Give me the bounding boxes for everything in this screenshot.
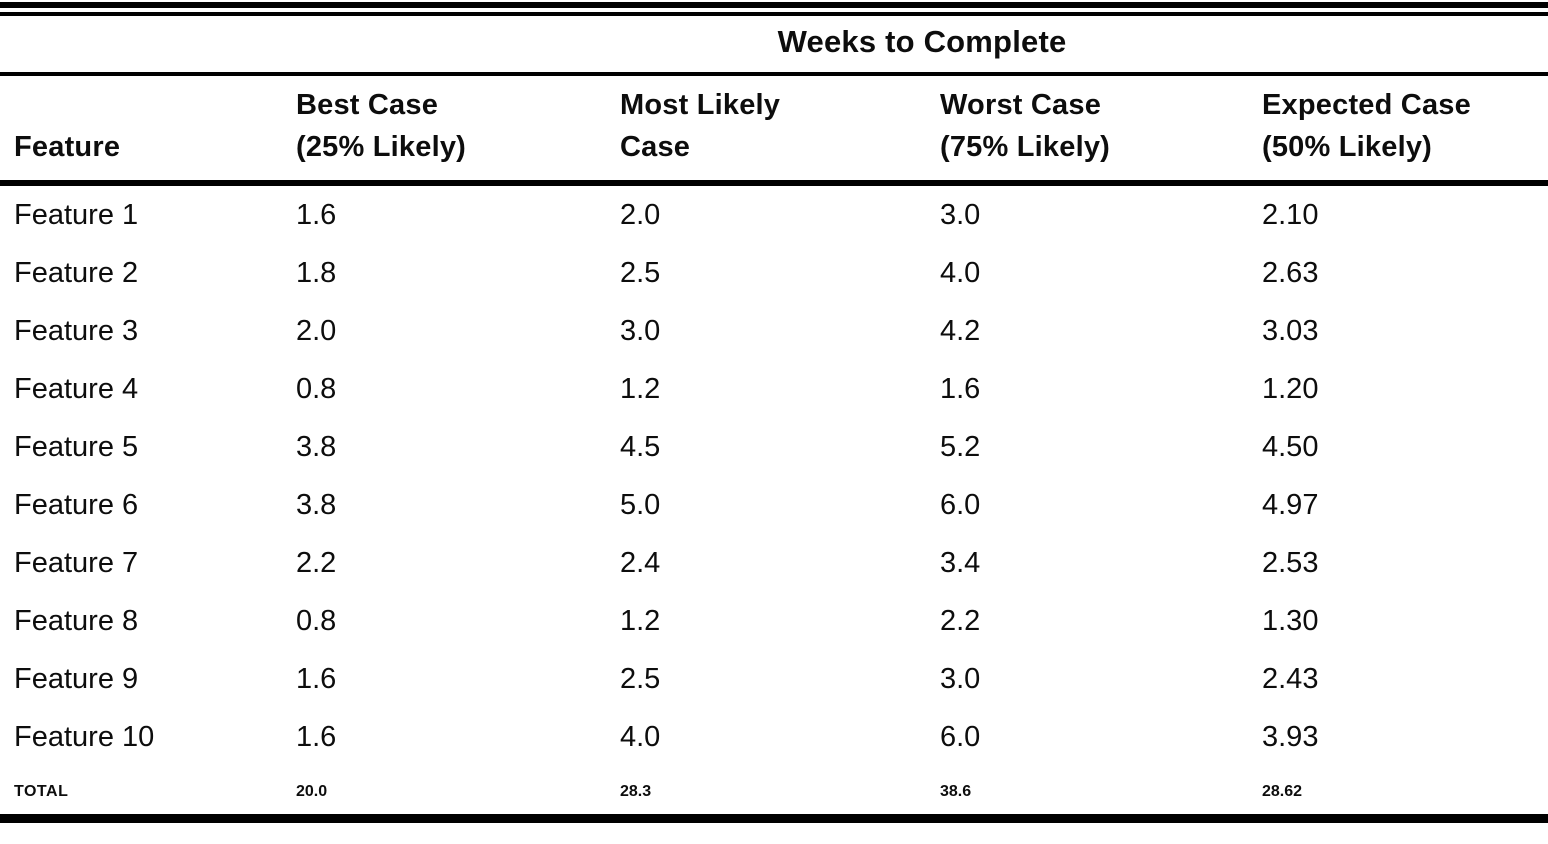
table-row: Feature 2 1.8 2.5 4.0 2.63 xyxy=(0,244,1548,302)
table-title: Weeks to Complete xyxy=(296,16,1548,76)
best-case-cell: 2.0 xyxy=(296,315,337,347)
most-likely-case-cell: 2.0 xyxy=(620,199,661,231)
expected-case-cell: 3.03 xyxy=(1262,315,1319,347)
table-row: Feature 9 1.6 2.5 3.0 2.43 xyxy=(0,650,1548,708)
most-likely-case-cell: 4.5 xyxy=(620,431,661,463)
expected-case-cell: 3.93 xyxy=(1262,721,1319,753)
column-header-line2: Feature xyxy=(14,131,121,163)
spanning-header-row: Weeks to Complete xyxy=(0,16,1548,76)
table-row: Feature 3 2.0 3.0 4.2 3.03 xyxy=(0,302,1548,360)
feature-name-cell: Feature 8 xyxy=(14,605,139,637)
feature-name-cell: Feature 10 xyxy=(14,721,155,753)
column-header-row: Feature Best Case (25% Likely) Most Like… xyxy=(0,74,1548,186)
best-case-cell: 1.6 xyxy=(296,721,337,753)
most-likely-case-cell: 4.0 xyxy=(620,721,661,753)
column-header-line1: Best Case xyxy=(296,89,439,121)
most-likely-case-cell: 5.0 xyxy=(620,489,661,521)
feature-name-cell: Feature 9 xyxy=(14,663,139,695)
column-header-most-likely-case: Most Likely Case xyxy=(620,74,940,186)
feature-name-cell: Feature 2 xyxy=(14,257,139,289)
expected-case-cell: 2.63 xyxy=(1262,257,1319,289)
feature-name-cell: Feature 6 xyxy=(14,489,139,521)
top-rule-outer xyxy=(0,2,1548,8)
column-header-best-case: Best Case (25% Likely) xyxy=(296,74,620,186)
best-case-cell: 1.8 xyxy=(296,257,337,289)
column-header-feature: Feature xyxy=(0,74,296,186)
worst-case-cell: 3.4 xyxy=(940,547,981,579)
table-row: Feature 7 2.2 2.4 3.4 2.53 xyxy=(0,534,1548,592)
column-header-line2: (25% Likely) xyxy=(296,131,467,163)
best-case-cell: 2.2 xyxy=(296,547,337,579)
table-row: Feature 6 3.8 5.0 6.0 4.97 xyxy=(0,476,1548,534)
expected-case-cell: 2.43 xyxy=(1262,663,1319,695)
feature-name-cell: Feature 3 xyxy=(14,315,139,347)
total-row: TOTAL 20.0 28.3 38.6 28.62 xyxy=(0,766,1548,814)
table-row: Feature 10 1.6 4.0 6.0 3.93 xyxy=(0,708,1548,766)
total-best-case-value: 20.0 xyxy=(296,783,328,800)
column-header-line1: Most Likely xyxy=(620,89,781,121)
expected-case-cell: 4.97 xyxy=(1262,489,1319,521)
worst-case-cell: 3.0 xyxy=(940,663,981,695)
worst-case-cell: 4.0 xyxy=(940,257,981,289)
total-most-likely-case-value: 28.3 xyxy=(620,783,652,800)
most-likely-case-cell: 1.2 xyxy=(620,605,661,637)
most-likely-case-cell: 3.0 xyxy=(620,315,661,347)
best-case-cell: 1.6 xyxy=(296,663,337,695)
column-header-line1: Expected Case xyxy=(1262,89,1471,121)
expected-case-cell: 2.53 xyxy=(1262,547,1319,579)
total-expected-case-value: 28.62 xyxy=(1262,783,1303,800)
feature-name-cell: Feature 7 xyxy=(14,547,139,579)
most-likely-case-cell: 2.5 xyxy=(620,663,661,695)
most-likely-case-cell: 2.4 xyxy=(620,547,661,579)
weeks-to-complete-table: Weeks to Complete Feature Best Case (25%… xyxy=(0,16,1548,814)
expected-case-cell: 1.20 xyxy=(1262,373,1319,405)
feature-name-cell: Feature 1 xyxy=(14,199,139,231)
worst-case-cell: 2.2 xyxy=(940,605,981,637)
most-likely-case-cell: 2.5 xyxy=(620,257,661,289)
column-header-line1: Worst Case xyxy=(940,89,1102,121)
best-case-cell: 1.6 xyxy=(296,199,337,231)
expected-case-cell: 4.50 xyxy=(1262,431,1319,463)
worst-case-cell: 6.0 xyxy=(940,721,981,753)
column-header-expected-case: Expected Case (50% Likely) xyxy=(1262,74,1548,186)
feature-name-cell: Feature 5 xyxy=(14,431,139,463)
best-case-cell: 0.8 xyxy=(296,605,337,637)
table-row: Feature 1 1.6 2.0 3.0 2.10 xyxy=(0,183,1548,244)
bottom-rule xyxy=(0,814,1548,823)
table-row: Feature 8 0.8 1.2 2.2 1.30 xyxy=(0,592,1548,650)
total-label: TOTAL xyxy=(14,783,69,800)
top-rule-inner xyxy=(0,12,1548,16)
table-row: Feature 5 3.8 4.5 5.2 4.50 xyxy=(0,418,1548,476)
worst-case-cell: 6.0 xyxy=(940,489,981,521)
worst-case-cell: 1.6 xyxy=(940,373,981,405)
feature-name-cell: Feature 4 xyxy=(14,373,139,405)
table-row: Feature 4 0.8 1.2 1.6 1.20 xyxy=(0,360,1548,418)
expected-case-cell: 2.10 xyxy=(1262,199,1319,231)
worst-case-cell: 3.0 xyxy=(940,199,981,231)
worst-case-cell: 5.2 xyxy=(940,431,981,463)
column-header-line2: (75% Likely) xyxy=(940,131,1111,163)
worst-case-cell: 4.2 xyxy=(940,315,981,347)
best-case-cell: 3.8 xyxy=(296,489,337,521)
column-header-line2: Case xyxy=(620,131,691,163)
total-worst-case-value: 38.6 xyxy=(940,783,972,800)
best-case-cell: 0.8 xyxy=(296,373,337,405)
most-likely-case-cell: 1.2 xyxy=(620,373,661,405)
expected-case-cell: 1.30 xyxy=(1262,605,1319,637)
column-header-line2: (50% Likely) xyxy=(1262,131,1433,163)
best-case-cell: 3.8 xyxy=(296,431,337,463)
table-body: Feature 1 1.6 2.0 3.0 2.10 Feature 2 1.8… xyxy=(0,183,1548,766)
column-header-worst-case: Worst Case (75% Likely) xyxy=(940,74,1262,186)
spanning-header-spacer xyxy=(0,16,296,76)
